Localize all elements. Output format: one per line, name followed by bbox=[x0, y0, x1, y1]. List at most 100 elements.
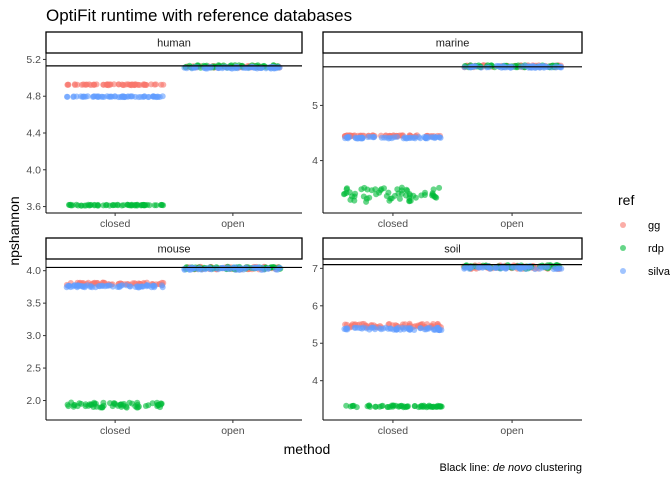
x-tick-label: open bbox=[221, 425, 245, 437]
y-tick-label: 2.5 bbox=[26, 363, 41, 375]
legend-label: gg bbox=[648, 220, 660, 232]
data-point bbox=[378, 134, 385, 141]
data-point bbox=[435, 326, 441, 333]
series-rdp bbox=[343, 262, 563, 411]
data-point bbox=[396, 403, 403, 410]
data-point bbox=[341, 191, 347, 198]
data-point bbox=[72, 82, 78, 88]
data-point bbox=[433, 403, 440, 410]
x-tick-label: open bbox=[500, 218, 524, 230]
data-point bbox=[73, 93, 80, 100]
data-point bbox=[183, 65, 190, 72]
data-point bbox=[409, 135, 416, 141]
data-point bbox=[70, 402, 77, 409]
data-point bbox=[154, 399, 160, 406]
legend-key bbox=[620, 268, 626, 274]
data-point bbox=[92, 400, 99, 407]
data-point bbox=[103, 81, 110, 88]
legend-entry-gg: gg bbox=[620, 220, 660, 232]
data-point bbox=[384, 404, 391, 410]
data-point bbox=[99, 282, 105, 289]
data-point bbox=[478, 64, 485, 71]
series-gg bbox=[341, 62, 564, 140]
data-point bbox=[203, 65, 209, 72]
data-point bbox=[219, 64, 226, 71]
data-point bbox=[127, 93, 134, 100]
data-point bbox=[76, 400, 83, 407]
data-point bbox=[403, 403, 410, 410]
data-point bbox=[234, 65, 241, 72]
data-point bbox=[95, 202, 102, 209]
facet-label: marine bbox=[436, 38, 470, 50]
panel-soil: soil 4 5 6 7 closed open bbox=[312, 237, 583, 437]
data-point bbox=[407, 197, 414, 204]
data-point bbox=[140, 81, 147, 88]
x-tick-label: open bbox=[500, 425, 524, 437]
data-point bbox=[89, 93, 96, 100]
data-point bbox=[108, 93, 115, 100]
data-point bbox=[146, 202, 153, 209]
x-tick-label: closed bbox=[100, 425, 131, 437]
data-point bbox=[268, 65, 274, 72]
data-point bbox=[417, 325, 424, 332]
data-point bbox=[418, 192, 425, 199]
data-point bbox=[100, 399, 107, 406]
data-point bbox=[66, 201, 72, 208]
data-point bbox=[376, 403, 383, 410]
data-point bbox=[502, 64, 509, 71]
data-point bbox=[532, 266, 539, 273]
data-point bbox=[129, 400, 136, 407]
data-point bbox=[369, 324, 376, 331]
data-point bbox=[158, 400, 165, 407]
data-point bbox=[64, 93, 71, 100]
series-silva bbox=[63, 264, 283, 291]
data-point bbox=[394, 134, 401, 140]
data-point bbox=[82, 403, 89, 410]
data-point bbox=[530, 63, 537, 70]
data-point bbox=[387, 195, 394, 202]
data-point bbox=[93, 81, 100, 88]
data-point bbox=[352, 324, 359, 331]
data-point bbox=[492, 264, 499, 271]
data-point bbox=[376, 189, 383, 196]
y-tick-label: 6 bbox=[312, 300, 318, 312]
data-point bbox=[426, 402, 433, 409]
legend-entry-rdp: rdp bbox=[620, 243, 664, 255]
data-point bbox=[368, 187, 375, 194]
y-tick-label: 5 bbox=[312, 338, 318, 350]
facet-label: mouse bbox=[157, 244, 190, 256]
legend-title: ref bbox=[618, 192, 634, 208]
y-tick-label: 5.2 bbox=[26, 54, 41, 66]
facet-label: human bbox=[157, 38, 191, 50]
data-point bbox=[80, 93, 87, 100]
data-point bbox=[363, 195, 370, 202]
data-point bbox=[497, 265, 504, 272]
legend-label: rdp bbox=[648, 243, 664, 255]
data-point bbox=[360, 324, 367, 331]
data-point bbox=[247, 64, 254, 71]
data-point bbox=[114, 202, 121, 209]
data-point bbox=[87, 283, 94, 290]
y-tick-label: 7 bbox=[312, 263, 318, 275]
data-point bbox=[347, 196, 354, 203]
data-point bbox=[103, 201, 110, 208]
x-axis-label: method bbox=[284, 441, 331, 457]
y-tick-label: 4.0 bbox=[26, 265, 41, 277]
legend-label: silva bbox=[648, 266, 671, 278]
legend-key bbox=[620, 222, 626, 228]
y-tick-label: 4.0 bbox=[26, 164, 41, 176]
data-point bbox=[86, 202, 93, 209]
data-point bbox=[356, 134, 363, 141]
data-point bbox=[424, 325, 431, 332]
y-tick-label: 3.0 bbox=[26, 330, 41, 342]
data-point bbox=[160, 81, 167, 88]
chart-title: OptiFit runtime with reference databases bbox=[46, 6, 352, 25]
data-point bbox=[140, 201, 147, 208]
x-tick-label: closed bbox=[100, 218, 131, 230]
data-point bbox=[386, 134, 393, 141]
y-tick-label: 5 bbox=[312, 100, 318, 112]
data-point bbox=[132, 81, 139, 88]
y-tick-label: 4.8 bbox=[26, 91, 41, 103]
data-point bbox=[341, 326, 348, 332]
